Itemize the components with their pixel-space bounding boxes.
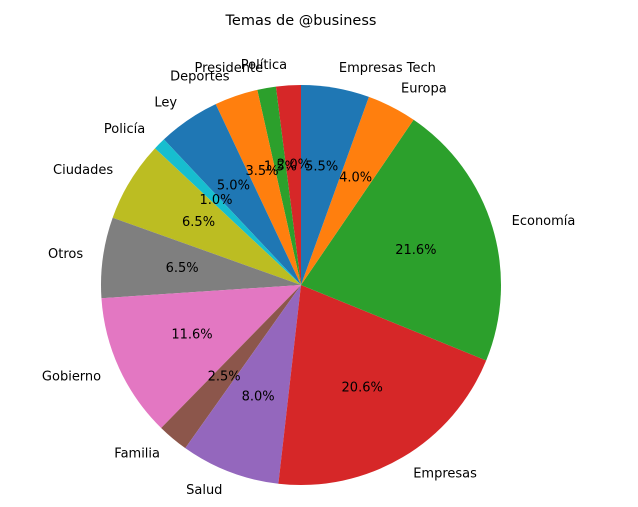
slice-label-ley: Ley [154,96,177,111]
percent-label-presidente: 1.5% [264,159,297,174]
pie-slice-salud [185,285,301,484]
percent-label-ley: 5.0% [217,178,250,193]
pie-slice-ley [163,104,301,285]
slice-label-gobierno: Gobierno [42,369,101,384]
pie-slice-empresas [278,285,487,486]
pie-slice-economia [301,119,501,361]
slice-label-economia: Economía [512,214,576,229]
slice-label-policia: Policía [104,122,145,137]
percent-label-empresas-tech: 5.5% [305,159,338,174]
chart-title: Temas de @business [225,13,377,29]
slice-label-politica: Política [241,58,287,73]
percent-label-empresas: 20.6% [342,381,383,396]
slice-label-ciudades: Ciudades [53,163,113,178]
percent-label-otros: 6.5% [166,261,199,276]
percent-label-deportes: 3.5% [246,164,279,179]
slice-label-salud: Salud [186,483,222,498]
pie-slice-gobierno [101,285,301,428]
pie-slice-ciudades [112,148,301,285]
pie-slice-policia [154,139,301,285]
percent-label-familia: 2.5% [208,370,241,385]
percent-label-europa: 4.0% [339,171,372,186]
slice-label-empresas-tech: Empresas Tech [339,61,436,76]
slice-label-familia: Familia [114,446,160,461]
percent-label-economia: 21.6% [395,243,436,258]
slice-label-presidente: Presidente [194,61,263,76]
pie-slice-empresas-tech [301,85,369,285]
percent-labels: 2.0%1.5%3.5%5.0%1.0% 6.5% 6.5% 11.6% 2.5%8.0… [166,158,437,405]
percent-label-gobierno: 11.6% [171,328,212,343]
percent-label-politica: 2.0% [277,158,310,173]
pie-slice-politica [275,85,301,285]
pie-slice-deportes [215,89,301,285]
percent-label-salud: 8.0% [242,390,275,405]
slice-label-europa: Europa [401,82,447,97]
pie-slice-familia [161,285,301,449]
slice-label-otros: Otros [48,247,83,262]
slice-label-empresas: Empresas [413,467,477,482]
pie-slices [101,85,501,486]
slice-label-deportes: Deportes [170,69,230,84]
pie-slice-europa [301,96,414,286]
pie-slice-presidente [257,86,301,285]
pie-slice-otros [101,217,301,299]
percent-label-ciudades: 6.5% [182,215,215,230]
percent-label-policia: 1.0% [199,193,232,208]
